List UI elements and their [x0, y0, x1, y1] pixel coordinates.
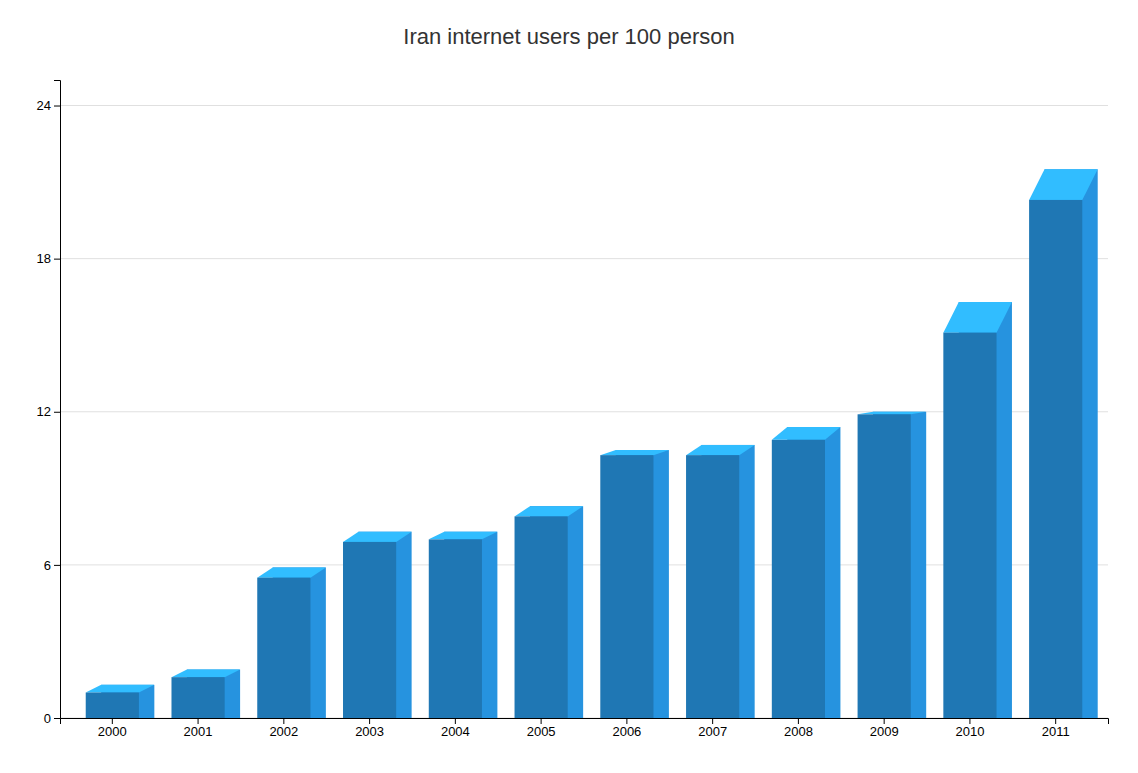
x-tick-label: 2009 — [870, 724, 899, 739]
y-tick-label: 12 — [37, 404, 51, 419]
x-tick: 2010 — [955, 718, 984, 739]
bar-top — [171, 670, 240, 678]
x-tick: 2003 — [355, 718, 384, 739]
x-tick-mark — [112, 718, 113, 724]
bar-front — [686, 455, 739, 718]
back-faces — [101, 169, 1098, 718]
grid — [60, 106, 1108, 718]
bar-front — [257, 578, 310, 718]
x-tick: 2004 — [441, 718, 470, 739]
y-axis: 0 6 12 18 24 — [37, 81, 61, 726]
chart-svg: 2000 2001 2002 2003 2004 2005 2006 2007 2008 2009… — [0, 0, 1138, 773]
y-tick-mark — [54, 565, 60, 566]
bar-top — [515, 506, 584, 516]
y-tick: 12 — [37, 404, 60, 419]
x-tick-label: 2000 — [98, 724, 127, 739]
bar-front — [1029, 200, 1082, 718]
x-tick-mark — [369, 718, 370, 724]
x-tick-mark — [626, 718, 627, 724]
bar-top — [343, 532, 412, 542]
x-tick-mark — [884, 718, 885, 724]
x-tick-label: 2003 — [355, 724, 384, 739]
x-tick: 2006 — [612, 718, 641, 739]
x-axis-line — [61, 719, 1109, 725]
x-tick-mark — [283, 718, 284, 724]
chart-container: 2000 2001 2002 2003 2004 2005 2006 2007 2008 2009… — [0, 0, 1138, 773]
x-tick-label: 2001 — [184, 724, 213, 739]
bar-front — [943, 333, 996, 718]
bar-front — [772, 440, 825, 718]
bar-front — [343, 542, 396, 718]
x-tick-label: 2002 — [269, 724, 298, 739]
x-tick-label: 2007 — [698, 724, 727, 739]
front-faces — [86, 200, 1083, 718]
bar-front — [171, 677, 224, 718]
x-tick: 2002 — [269, 718, 298, 739]
y-tick: 0 — [44, 711, 60, 726]
x-tick: 2008 — [784, 718, 813, 739]
x-axis: 2000 2001 2002 2003 2004 2005 2006 2007 2008 2009… — [61, 718, 1109, 739]
grid-line — [60, 105, 1108, 106]
bar-top — [686, 445, 755, 455]
x-tick-mark — [198, 718, 199, 724]
y-tick-label: 18 — [37, 251, 51, 266]
y-axis-line — [54, 81, 61, 719]
y-tick: 6 — [44, 558, 60, 573]
grid-line — [60, 258, 1108, 259]
x-tick-mark — [541, 718, 542, 724]
x-tick-label: 2005 — [527, 724, 556, 739]
y-tick: 18 — [37, 251, 60, 266]
y-tick-label: 24 — [37, 98, 51, 113]
x-tick-label: 2006 — [612, 724, 641, 739]
y-tick-mark — [54, 718, 60, 719]
bar-top — [86, 685, 155, 693]
plot: 2000 2001 2002 2003 2004 2005 2006 2007 2008 2009… — [37, 81, 1109, 740]
x-tick: 2001 — [184, 718, 213, 739]
x-tick-mark — [969, 718, 970, 724]
bars — [86, 169, 1098, 718]
y-tick-label: 6 — [44, 558, 51, 573]
x-tick-label: 2004 — [441, 724, 470, 739]
bar-top — [772, 427, 841, 440]
bar-top — [1029, 169, 1098, 200]
y-tick-mark — [54, 412, 60, 413]
x-tick-mark — [1055, 718, 1056, 724]
x-tick: 2011 — [1042, 718, 1070, 739]
x-tick: 2000 — [98, 718, 127, 739]
x-tick-label: 2008 — [784, 724, 813, 739]
bar-top — [858, 412, 927, 415]
x-tick-label: 2011 — [1042, 724, 1070, 739]
bar-front — [600, 455, 653, 718]
bar-top — [943, 302, 1012, 333]
x-tick: 2009 — [870, 718, 899, 739]
y-tick-mark — [54, 106, 60, 107]
x-tick: 2007 — [698, 718, 727, 739]
x-tick-mark — [798, 718, 799, 724]
bar-front — [515, 516, 568, 718]
bar-front — [858, 414, 911, 718]
chart-title: Iran internet users per 100 person — [403, 24, 734, 49]
x-tick-mark — [712, 718, 713, 724]
bar-front — [429, 539, 482, 718]
x-tick-mark — [455, 718, 456, 724]
y-tick-label: 0 — [44, 711, 51, 726]
x-tick: 2005 — [527, 718, 556, 739]
bar-top — [429, 532, 498, 540]
bar-top — [257, 567, 326, 577]
bar-front — [86, 692, 139, 718]
bar-top — [600, 450, 669, 455]
y-tick-mark — [54, 259, 60, 260]
y-tick: 24 — [37, 98, 60, 113]
x-tick-label: 2010 — [955, 724, 984, 739]
